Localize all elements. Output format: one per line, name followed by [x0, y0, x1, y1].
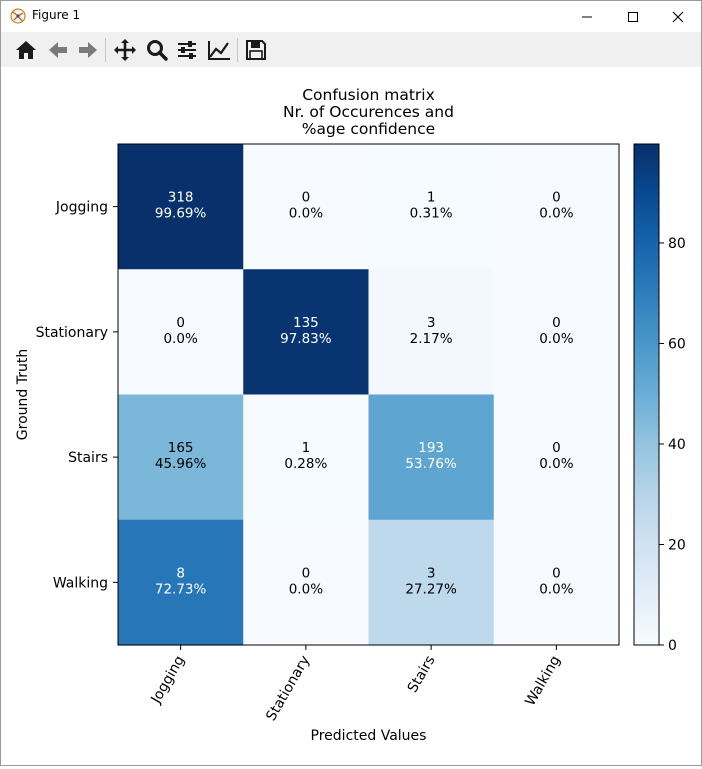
cell-percent-label: 0.0%: [539, 331, 573, 347]
cell-percent-label: 0.0%: [539, 456, 573, 472]
window-title: Figure 1: [32, 8, 81, 22]
close-button[interactable]: [655, 1, 701, 32]
subplots-config-button[interactable]: [173, 36, 201, 64]
colorbar-tick-label: 20: [668, 537, 686, 553]
cell-percent-label: 45.96%: [155, 456, 207, 472]
cell-count-label: 0: [302, 565, 311, 581]
save-button[interactable]: [242, 36, 270, 64]
cell-count-label: 3: [427, 565, 436, 581]
cell-percent-label: 0.0%: [289, 581, 323, 597]
matrix-cell: [243, 144, 370, 270]
forward-arrow-icon: [79, 42, 97, 58]
x-tick-label: Jogging: [148, 653, 188, 707]
y-tick-label: Jogging: [55, 200, 108, 216]
matrix-cell: [118, 394, 244, 521]
forward-button[interactable]: [74, 36, 102, 64]
axes-edit-icon: [208, 41, 230, 60]
matrix-cell: [243, 269, 370, 396]
cell-count-label: 0: [552, 190, 561, 206]
matrix-cell: [368, 144, 495, 270]
colorbar: [633, 143, 660, 646]
subplots-config-icon: [178, 41, 196, 59]
cell-count-label: 0: [176, 315, 185, 331]
cell-count-label: 318: [168, 190, 194, 206]
cell-percent-label: 72.73%: [155, 581, 207, 597]
home-button[interactable]: [12, 36, 40, 64]
cell-count-label: 165: [168, 440, 194, 456]
chart-title: Nr. of Occurences and: [283, 103, 454, 121]
zoom-button[interactable]: [143, 36, 171, 64]
zoom-icon: [147, 40, 168, 61]
minimize-button[interactable]: [564, 1, 610, 32]
title-bar: Figure 1: [1, 1, 701, 32]
cell-percent-label: 0.28%: [284, 456, 327, 472]
matrix-cell: [368, 519, 495, 646]
matrix-cell: [118, 519, 244, 646]
x-tick-label: Stairs: [405, 653, 439, 696]
matplotlib-app-icon: [10, 8, 26, 24]
cell-percent-label: 53.76%: [405, 456, 457, 472]
back-button[interactable]: [44, 36, 72, 64]
matrix-cell: [243, 519, 370, 646]
matrix-cell: [493, 144, 620, 270]
cell-percent-label: 27.27%: [405, 581, 457, 597]
colorbar-tick-label: 60: [668, 336, 686, 352]
cell-count-label: 1: [427, 190, 436, 206]
cell-percent-label: 0.0%: [163, 331, 197, 347]
x-tick-label: Stationary: [263, 653, 313, 724]
toolbar-separator: [237, 38, 238, 62]
pan-icon: [114, 39, 136, 61]
matrix-cell: [368, 394, 495, 521]
cell-count-label: 8: [176, 565, 185, 581]
matrix-cell: [493, 269, 620, 396]
save-icon: [246, 40, 266, 60]
axes-edit-button[interactable]: [205, 36, 233, 64]
toolbar-separator: [105, 38, 106, 62]
chart-title: %age confidence: [302, 120, 435, 138]
colorbar-tick-label: 0: [668, 638, 677, 654]
cell-count-label: 1: [302, 440, 311, 456]
cell-count-label: 0: [552, 315, 561, 331]
colorbar-tick-label: 40: [668, 437, 686, 453]
cell-count-label: 3: [427, 315, 436, 331]
matrix-cell: [493, 394, 620, 521]
cell-percent-label: 99.69%: [155, 206, 207, 222]
figure-canvas: Confusion matrix Nr. of Occurences and %ag…: [1, 67, 701, 765]
maximize-icon: [628, 11, 638, 22]
x-axis-label: Predicted Values: [311, 728, 427, 744]
x-tick-label: Walking: [522, 653, 563, 709]
cell-count-label: 135: [293, 315, 319, 331]
maximize-button[interactable]: [610, 1, 656, 32]
matrix-cell: [493, 519, 620, 646]
y-tick-label: Stairs: [68, 450, 108, 466]
close-icon: [672, 11, 684, 22]
minimize-icon: [582, 16, 592, 17]
matrix-cell: [243, 394, 370, 521]
cell-percent-label: 2.17%: [410, 331, 453, 347]
cell-count-label: 0: [552, 440, 561, 456]
back-arrow-icon: [49, 42, 67, 58]
matrix-cell: [118, 144, 244, 270]
cell-count-label: 0: [302, 190, 311, 206]
cell-percent-label: 97.83%: [280, 331, 332, 347]
cell-percent-label: 0.0%: [539, 206, 573, 222]
cell-count-label: 0: [552, 565, 561, 581]
pan-button[interactable]: [111, 36, 139, 64]
y-tick-label: Stationary: [36, 325, 108, 341]
y-axis-label: Ground Truth: [15, 349, 31, 440]
matrix-cell: [118, 269, 244, 396]
axes-frame: [117, 143, 620, 646]
cell-percent-label: 0.31%: [410, 206, 453, 222]
colorbar-tick-label: 80: [668, 236, 686, 252]
cell-percent-label: 0.0%: [539, 581, 573, 597]
y-tick-label: Walking: [53, 575, 108, 591]
home-icon: [16, 41, 36, 59]
matrix-cell: [368, 269, 495, 396]
navigation-toolbar: [1, 32, 701, 67]
cell-percent-label: 0.0%: [289, 206, 323, 222]
chart-title: Confusion matrix: [302, 86, 435, 104]
cell-count-label: 193: [418, 440, 444, 456]
